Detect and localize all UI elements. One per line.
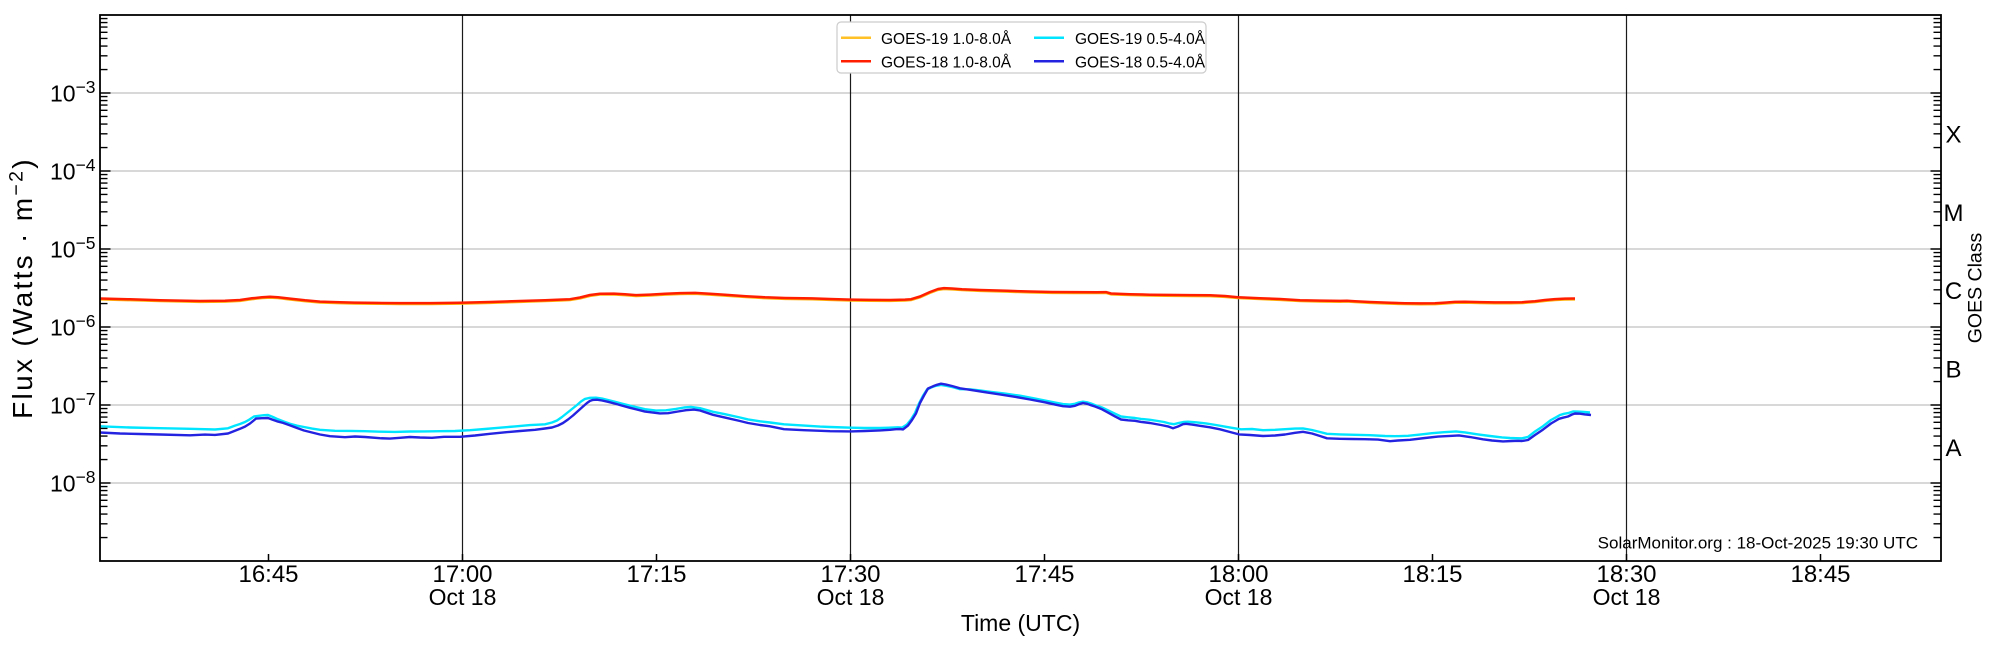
svg-text:GOES-18 1.0-8.0Å: GOES-18 1.0-8.0Å xyxy=(881,54,1012,71)
svg-text:16:45: 16:45 xyxy=(238,561,298,588)
svg-text:18:00: 18:00 xyxy=(1208,561,1268,588)
svg-text:M: M xyxy=(1944,200,1964,227)
svg-text:17:15: 17:15 xyxy=(626,561,686,588)
svg-text:18:15: 18:15 xyxy=(1402,561,1462,588)
svg-text:A: A xyxy=(1945,435,1961,462)
svg-text:GOES-19 0.5-4.0Å: GOES-19 0.5-4.0Å xyxy=(1075,31,1206,48)
svg-text:Flux (Watts · m−2): Flux (Watts · m−2) xyxy=(6,157,39,419)
svg-text:X: X xyxy=(1945,122,1961,149)
svg-text:C: C xyxy=(1945,278,1962,305)
svg-text:Oct 18: Oct 18 xyxy=(1593,584,1661,610)
svg-text:Oct 18: Oct 18 xyxy=(1205,584,1273,610)
svg-text:18:45: 18:45 xyxy=(1790,561,1850,588)
svg-text:B: B xyxy=(1945,357,1961,384)
svg-text:SolarMonitor.org : 18-Oct-2025: SolarMonitor.org : 18-Oct-2025 19:30 UTC xyxy=(1598,534,1918,553)
svg-text:Time (UTC): Time (UTC) xyxy=(961,610,1080,636)
svg-text:GOES-19 1.0-8.0Å: GOES-19 1.0-8.0Å xyxy=(881,31,1012,48)
svg-text:17:30: 17:30 xyxy=(820,561,880,588)
svg-text:17:45: 17:45 xyxy=(1014,561,1074,588)
svg-text:Oct 18: Oct 18 xyxy=(429,584,497,610)
svg-text:GOES Class: GOES Class xyxy=(1964,232,1986,343)
svg-text:GOES-18 0.5-4.0Å: GOES-18 0.5-4.0Å xyxy=(1075,54,1206,71)
svg-text:Oct 18: Oct 18 xyxy=(817,584,885,610)
svg-text:18:30: 18:30 xyxy=(1596,561,1656,588)
svg-text:17:00: 17:00 xyxy=(432,561,492,588)
